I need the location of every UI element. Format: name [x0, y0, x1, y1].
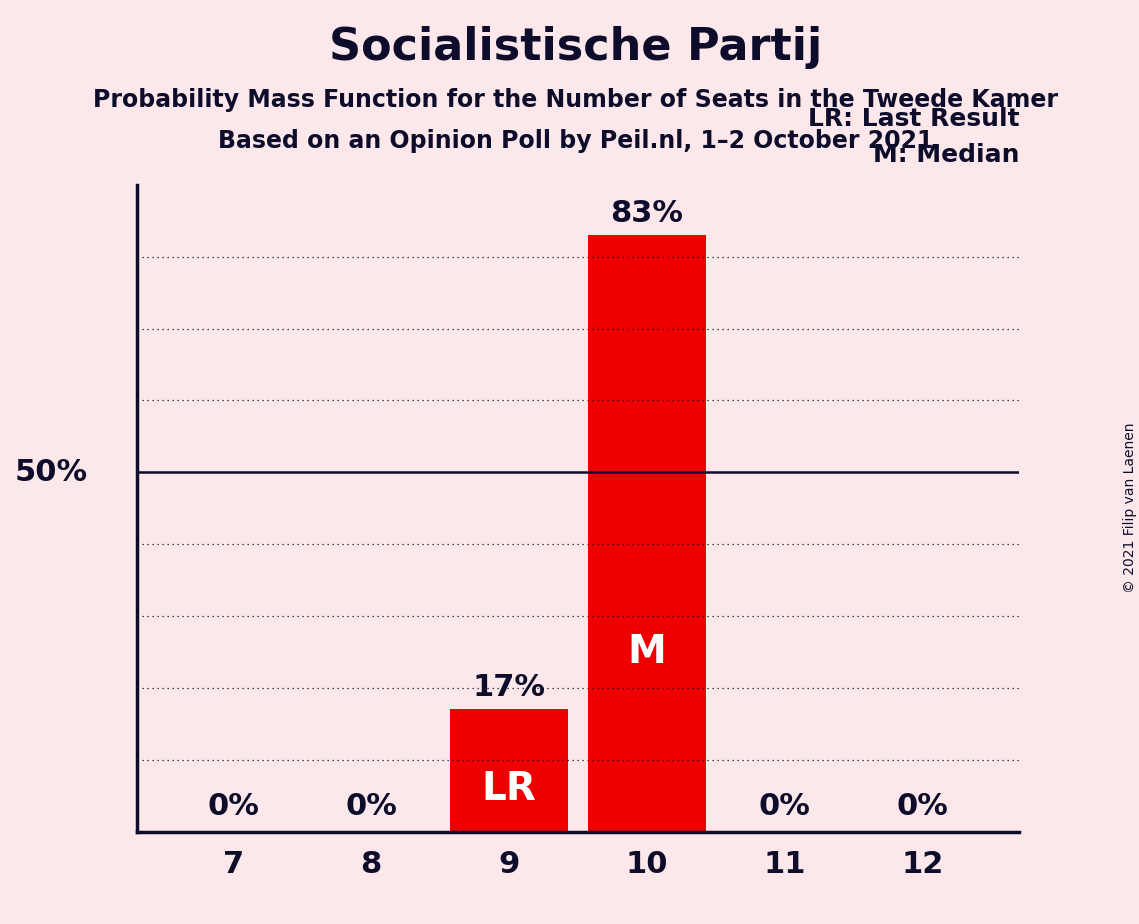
Bar [450, 710, 567, 832]
Text: 50%: 50% [15, 457, 88, 487]
Text: M: Median: M: Median [872, 143, 1019, 166]
Text: Socialistische Partij: Socialistische Partij [328, 26, 822, 69]
Text: Based on an Opinion Poll by Peil.nl, 1–2 October 2021: Based on an Opinion Poll by Peil.nl, 1–2… [218, 129, 933, 153]
Text: © 2021 Filip van Laenen: © 2021 Filip van Laenen [1123, 423, 1137, 593]
Text: M: M [628, 633, 666, 671]
Text: 0%: 0% [207, 792, 260, 821]
Text: LR: LR [482, 770, 536, 808]
Bar [589, 235, 706, 832]
Text: Probability Mass Function for the Number of Seats in the Tweede Kamer: Probability Mass Function for the Number… [92, 88, 1058, 112]
Text: 0%: 0% [345, 792, 398, 821]
Text: LR: Last Result: LR: Last Result [808, 107, 1019, 131]
Text: 83%: 83% [611, 199, 683, 228]
Text: 0%: 0% [759, 792, 811, 821]
Text: 17%: 17% [473, 674, 546, 702]
Text: 0%: 0% [896, 792, 949, 821]
